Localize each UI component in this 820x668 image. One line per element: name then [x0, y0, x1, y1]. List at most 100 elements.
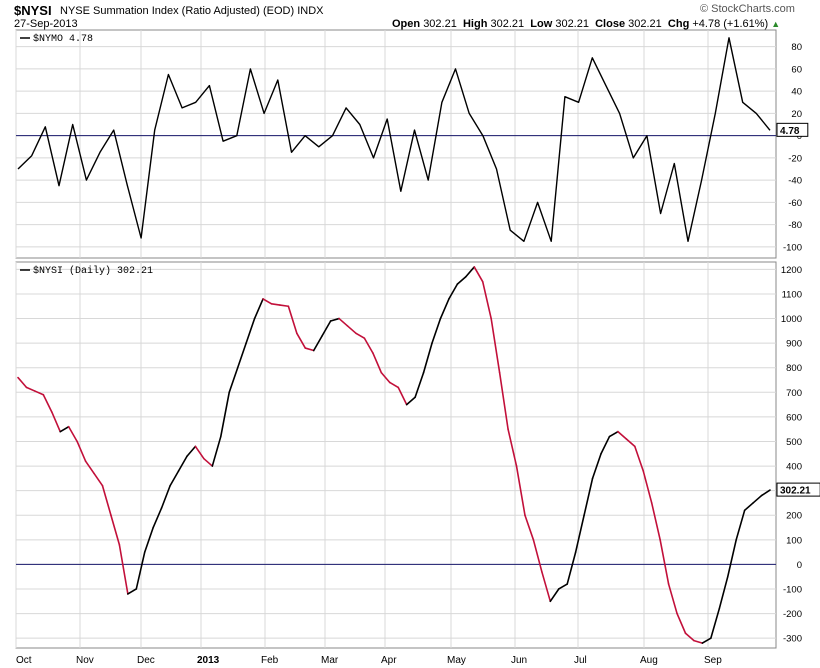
- nysi-series-segment: [600, 435, 611, 455]
- nysi-series-segment: [228, 366, 239, 394]
- chg-label: Chg: [667, 18, 690, 30]
- nysi-series-segment: [194, 445, 205, 460]
- x-tick-label: Aug: [640, 655, 658, 666]
- nysi-y-tick-label: -100: [783, 584, 802, 595]
- x-tick-label: Apr: [381, 655, 397, 666]
- nysi-series-segment: [236, 342, 247, 369]
- nysi-series-segment: [557, 583, 569, 590]
- nymo-y-tick-label: -20: [788, 153, 802, 164]
- nysi-series-segment: [642, 470, 653, 504]
- nymo-legend-label: $NYMO 4.78: [33, 33, 93, 45]
- nysi-y-tick-label: -200: [783, 609, 802, 620]
- x-tick-label: Jun: [511, 655, 527, 666]
- nysi-series-segment: [34, 390, 45, 396]
- up-arrow-icon: ▲: [771, 19, 781, 29]
- nymo-last-value-label: 4.78: [780, 126, 800, 137]
- close-value: 302.21: [628, 18, 662, 30]
- nysi-series-segment: [574, 514, 585, 553]
- nysi-series-segment: [498, 371, 509, 430]
- nysi-series-segment: [338, 317, 349, 327]
- x-tick-label: Jul: [574, 655, 587, 666]
- nysi-series-segment: [397, 386, 408, 406]
- nymo-y-tick-label: -80: [788, 220, 802, 231]
- nysi-series-segment: [566, 551, 577, 585]
- nysi-series-segment: [659, 539, 670, 585]
- nysi-y-tick-label: -300: [783, 634, 802, 645]
- nysi-series-segment: [67, 425, 78, 443]
- close-label: Close: [595, 18, 626, 30]
- nysi-series-segment: [186, 445, 197, 458]
- nysi-series-segment: [127, 588, 138, 595]
- nysi-series-segment: [388, 381, 400, 389]
- nysi-series-segment: [25, 386, 36, 392]
- nysi-series-segment: [422, 342, 433, 374]
- nysi-last-value-label: 302.21: [780, 486, 811, 497]
- nysi-series-segment: [143, 526, 154, 553]
- nymo-series-line: [17, 37, 771, 242]
- nysi-series-segment: [405, 396, 416, 406]
- nysi-series-segment: [321, 320, 332, 337]
- x-tick-label: Oct: [16, 655, 32, 666]
- nysi-series-segment: [684, 632, 695, 642]
- high-label: High: [462, 18, 488, 30]
- nymo-y-tick-label: -60: [788, 198, 802, 209]
- nysi-y-tick-label: 0: [797, 560, 802, 571]
- nysi-series-segment: [372, 352, 383, 374]
- nysi-series-segment: [634, 445, 645, 472]
- nysi-series-segment: [676, 612, 687, 635]
- nysi-series-segment: [152, 507, 163, 529]
- date-label: 27-Sep-2013: [14, 18, 78, 30]
- nysi-series-segment: [270, 302, 281, 306]
- nysi-pane-border: [15, 261, 777, 649]
- nysi-series-segment: [245, 317, 256, 344]
- exchange-label: INDX: [297, 5, 324, 17]
- nysi-series-segment: [591, 452, 602, 480]
- nysi-series-segment: [515, 465, 526, 517]
- nysi-series-segment: [160, 484, 171, 509]
- index-name: NYSE Summation Index (Ratio Adjusted) (E…: [60, 5, 295, 17]
- nysi-series-segment: [279, 304, 290, 308]
- nysi-series-segment: [735, 509, 746, 541]
- nymo-y-tick-label: 40: [791, 87, 802, 98]
- nysi-series-segment: [329, 317, 340, 322]
- open-label: Open: [392, 18, 421, 30]
- nysi-series-segment: [355, 332, 366, 340]
- nysi-series-segment: [262, 298, 273, 305]
- nysi-series-segment: [203, 457, 214, 467]
- x-tick-label: Nov: [76, 655, 94, 666]
- nysi-series-segment: [312, 334, 323, 352]
- nysi-series-segment: [17, 376, 28, 389]
- nysi-series-segment: [135, 551, 146, 590]
- nysi-series-segment: [710, 607, 721, 639]
- nysi-series-segment: [448, 283, 459, 300]
- nysi-series-segment: [625, 438, 636, 448]
- nysi-series-segment: [439, 298, 450, 320]
- nysi-series-segment: [76, 440, 87, 462]
- nymo-y-tick-label: -100: [783, 242, 802, 253]
- nysi-series-segment: [532, 539, 543, 573]
- nymo-y-tick-label: 60: [791, 64, 802, 75]
- chart-title: NYSE Summation Index (Ratio Adjusted) (E…: [60, 5, 324, 17]
- nysi-series-segment: [211, 435, 222, 467]
- nysi-series-segment: [693, 639, 704, 644]
- chg-value: +4.78 (+1.61%): [692, 18, 769, 30]
- x-tick-label: 2013: [197, 655, 220, 666]
- high-value: 302.21: [490, 18, 525, 30]
- nymo-pane-border: [15, 29, 777, 259]
- nysi-y-tick-label: 900: [786, 339, 802, 350]
- low-value: 302.21: [555, 18, 589, 30]
- nysi-legend-label: $NYSI (Daily) 302.21: [33, 265, 153, 277]
- nysi-series-segment: [549, 588, 560, 603]
- nysi-series-segment: [617, 430, 628, 440]
- nysi-y-tick-label: 1200: [781, 265, 802, 276]
- x-tick-label: Mar: [321, 655, 339, 666]
- nysi-series-segment: [541, 570, 552, 603]
- nysi-series-segment: [583, 477, 594, 517]
- nysi-y-tick-label: 200: [786, 511, 802, 522]
- nysi-series-segment: [118, 543, 129, 595]
- open-value: 302.21: [423, 18, 457, 30]
- nysi-series-segment: [59, 425, 70, 433]
- nysi-y-tick-label: 700: [786, 388, 802, 399]
- nymo-y-tick-label: 80: [791, 42, 802, 53]
